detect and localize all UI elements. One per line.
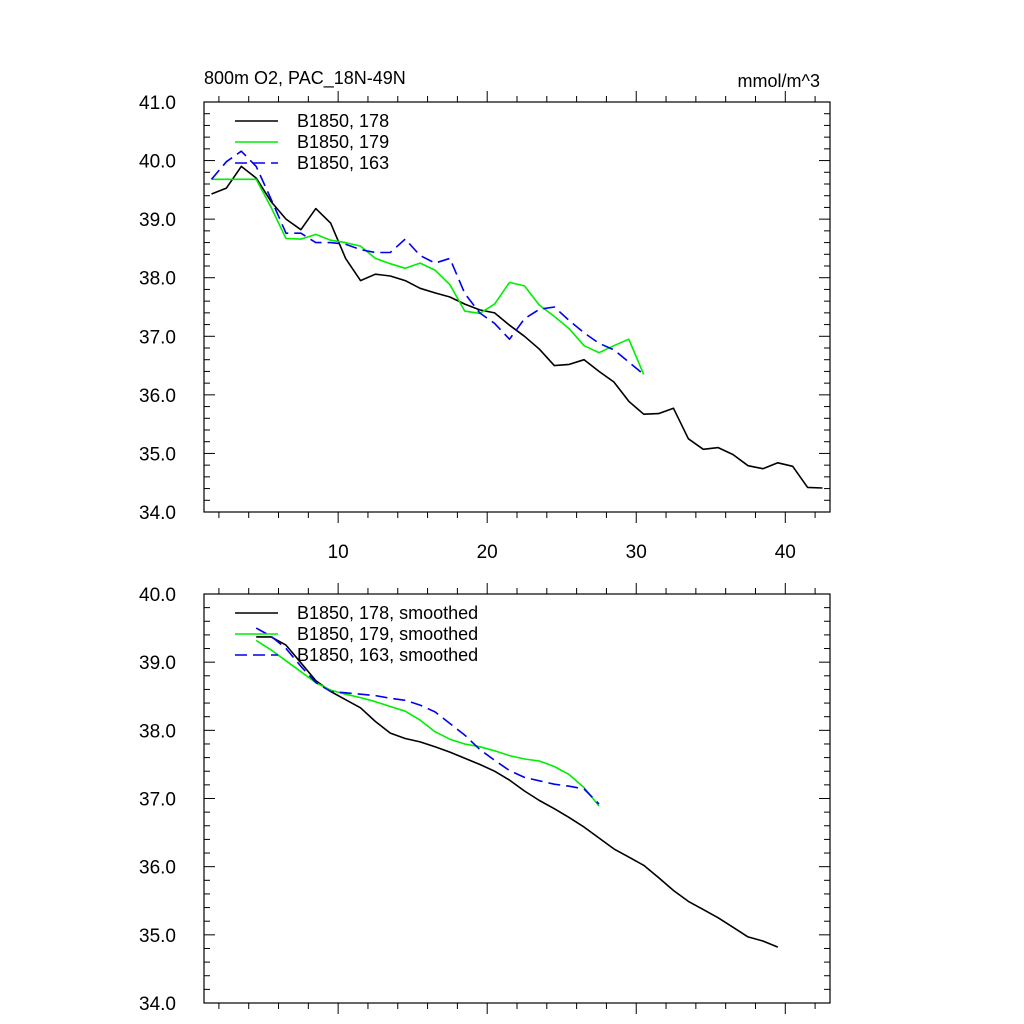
y-tick-label: 38.0 [139,269,176,290]
series-line-b1850-179-smoothed [255,639,600,807]
legend-label: B1850, 179, smoothed [297,624,478,644]
legend-label: B1850, 178, smoothed [297,603,478,623]
series-line-b1850-178-smoothed [256,636,779,948]
legend-label: B1850, 163, smoothed [297,645,478,665]
y-tick-label: 35.0 [139,444,176,465]
y-tick-label: 35.0 [139,926,176,947]
upper-panel: 34.0 35.0 36.0 37.0 38.0 39.0 40.0 41.0 10 20 30 40… [139,91,831,563]
series-line-b1850-163 [210,150,645,376]
y-tick-label: 36.0 [139,858,176,879]
y-tick-label: 41.0 [139,93,176,114]
chart-title: 800m O2, PAC_18N-49N [204,68,406,89]
x-tick-label: 40 [775,542,796,563]
x-tick-label: 20 [477,542,498,563]
legend-label: B1850, 163 [297,153,389,173]
y-tick-label: 38.0 [139,721,176,742]
y-tick-label: 40.0 [139,585,176,606]
x-tick-label: 30 [626,542,647,563]
units-label: mmol/m^3 [738,71,820,91]
y-tick-label: 37.0 [139,327,176,348]
lower-panel: 34.0 35.0 36.0 37.0 38.0 39.0 40.0 B1850, 178, … [139,583,831,1015]
y-tick-label: 36.0 [139,386,176,407]
legend-label: B1850, 178 [297,111,389,131]
series-line-b1850-163-smoothed [255,627,600,805]
y-tick-label: 39.0 [139,210,176,231]
x-tick-label: 10 [328,542,349,563]
y-tick-label: 34.0 [139,994,176,1015]
y-tick-label: 34.0 [139,503,176,524]
series-line-b1850-178 [211,165,823,489]
y-tick-label: 39.0 [139,653,176,674]
series-line-b1850-179 [211,178,645,375]
y-tick-label: 40.0 [139,152,176,173]
y-tick-label: 37.0 [139,790,176,811]
legend-label: B1850, 179 [297,132,389,152]
